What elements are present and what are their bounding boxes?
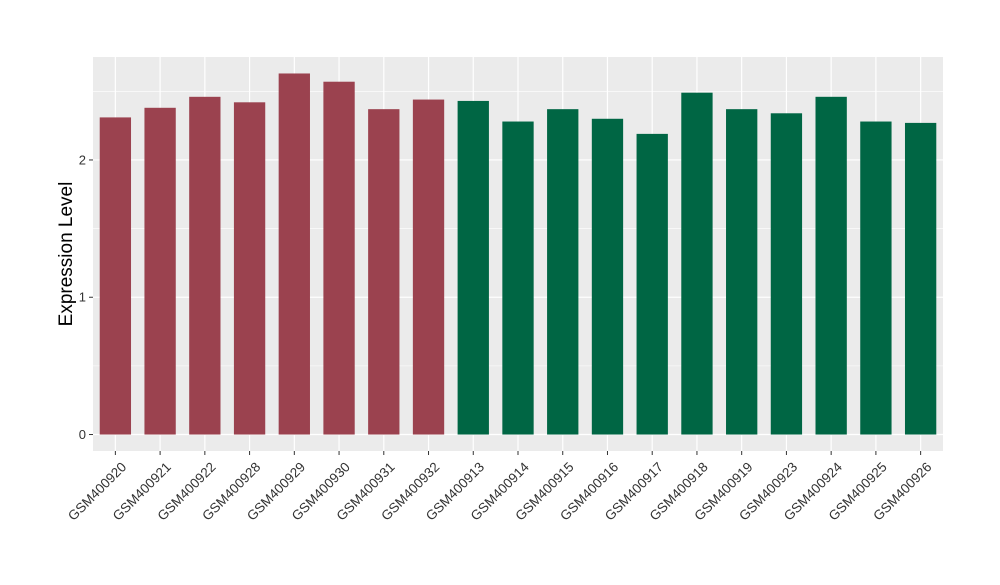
y-tick-label: 1 (79, 290, 86, 305)
bar-GSM400919 (726, 109, 758, 435)
bar-GSM400923 (770, 113, 803, 435)
bar-GSM400914 (502, 121, 534, 435)
x-axis: GSM400920GSM400921GSM400922GSM400928GSM4… (65, 451, 935, 524)
bar-GSM400916 (591, 118, 624, 435)
y-tick-label: 2 (79, 152, 86, 167)
bar-GSM400915 (547, 109, 579, 435)
bar-GSM400921 (144, 107, 176, 435)
bar-GSM400930 (323, 81, 355, 435)
y-axis-title: Expression Level (56, 182, 77, 327)
bar-GSM400925 (860, 121, 892, 435)
bar-GSM400926 (904, 122, 937, 435)
bar-GSM400929 (278, 73, 310, 435)
bar-GSM400931 (368, 109, 400, 435)
bar-GSM400918 (681, 92, 713, 435)
bar-GSM400920 (99, 117, 132, 435)
bar-GSM400913 (457, 100, 489, 435)
bar-GSM400922 (189, 96, 221, 435)
bar-GSM400928 (233, 102, 266, 435)
bar-GSM400932 (412, 99, 445, 435)
bar-GSM400924 (815, 96, 847, 435)
y-axis: 0 1 2 (79, 152, 93, 442)
bar-GSM400917 (636, 133, 668, 435)
y-tick-label: 0 (79, 427, 86, 442)
bars (99, 73, 937, 435)
